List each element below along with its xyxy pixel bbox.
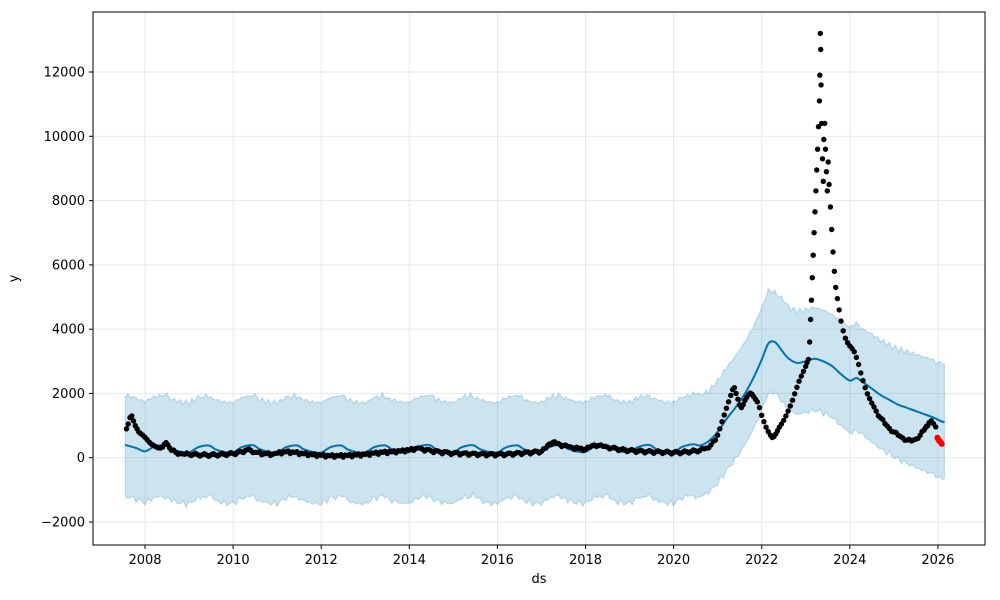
x-tick-label: 2026 (921, 553, 954, 568)
y-tick-label: 2000 (52, 387, 85, 402)
x-tick-label: 2014 (393, 553, 426, 568)
y-tick-label: 0 (77, 451, 85, 466)
x-tick-label: 2022 (745, 553, 778, 568)
y-tick-label: −2000 (41, 516, 85, 531)
tick-labels: 2008 2010 2012 2014 2016 2018 2020 2022 2024 2026… (41, 66, 954, 569)
x-tick-label: 2024 (833, 553, 866, 568)
y-tick-label: 12000 (44, 66, 85, 81)
uncertainty-band (124, 287, 946, 509)
axes-frame (89, 11, 986, 549)
x-tick-label: 2020 (657, 553, 690, 568)
gridlines (93, 12, 985, 545)
y-tick-label: 8000 (52, 194, 85, 209)
x-tick-label: 2016 (481, 553, 514, 568)
x-tick-label: 2018 (569, 553, 602, 568)
x-tick-label: 2012 (305, 553, 338, 568)
y-tick-label: 6000 (52, 258, 85, 273)
x-tick-label: 2008 (128, 553, 161, 568)
y-axis-label: y (7, 274, 22, 282)
y-tick-label: 10000 (44, 130, 85, 145)
x-axis-label: ds (531, 572, 546, 587)
recent-points (934, 434, 945, 447)
x-tick-label: 2010 (217, 553, 250, 568)
y-tick-label: 4000 (52, 323, 85, 338)
actual-points (123, 30, 939, 460)
